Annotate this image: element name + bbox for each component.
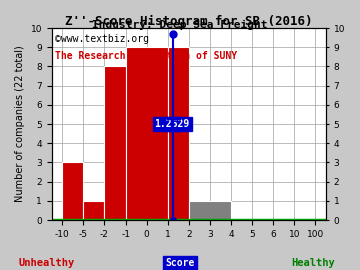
Title: Z''-Score Histogram for SB (2016): Z''-Score Histogram for SB (2016) [65, 15, 312, 28]
Bar [62, 163, 84, 220]
Bar [104, 66, 126, 220]
Bar [84, 201, 104, 220]
Y-axis label: Number of companies (22 total): Number of companies (22 total) [15, 46, 25, 202]
Text: Healthy: Healthy [291, 258, 335, 268]
Bar [189, 201, 231, 220]
Text: Industry: Deep Sea Freight: Industry: Deep Sea Freight [92, 20, 268, 30]
Text: Score: Score [165, 258, 195, 268]
Text: The Research Foundation of SUNY: The Research Foundation of SUNY [54, 51, 237, 61]
Text: 1.2629: 1.2629 [154, 119, 190, 129]
Text: ©www.textbiz.org: ©www.textbiz.org [54, 34, 149, 44]
Text: Unhealthy: Unhealthy [19, 258, 75, 268]
Bar [126, 47, 168, 220]
Bar [168, 47, 189, 220]
